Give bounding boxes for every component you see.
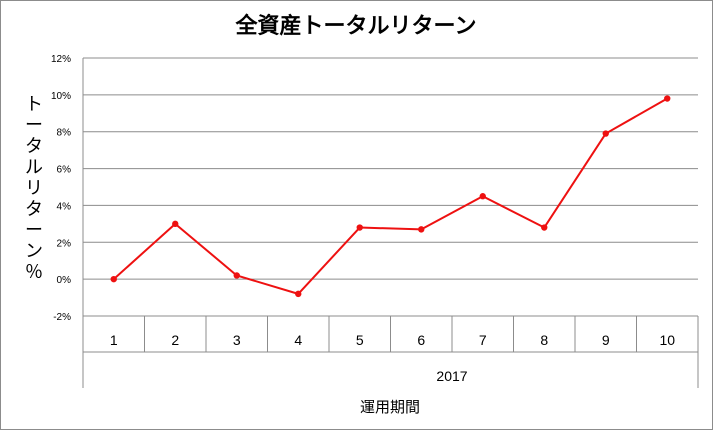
data-point <box>479 193 486 200</box>
gridlines <box>83 57 698 317</box>
y-tick-label: 6% <box>57 165 72 176</box>
data-point <box>295 290 302 298</box>
y-tick-label: 0% <box>57 275 72 286</box>
x-category-label: 8 <box>540 332 548 348</box>
y-axis-title: トータルリターン％ <box>25 94 43 283</box>
data-point <box>602 130 609 137</box>
chart-title: 全資産トータルリターン <box>235 13 477 39</box>
x-category-label: 6 <box>417 332 425 348</box>
y-axis-title-char: タ <box>25 199 43 220</box>
y-axis-title-char: リ <box>25 178 43 199</box>
x-axis-category-labels: 1 2 3 4 5 6 7 8 9 10 <box>110 332 675 348</box>
series-total-return <box>110 95 671 298</box>
x-category-label: 1 <box>110 332 118 348</box>
y-axis-title-char: ル <box>25 157 43 178</box>
y-axis-title-char: ー <box>25 220 43 241</box>
x-category-label: 10 <box>659 332 675 348</box>
data-point <box>172 220 179 228</box>
data-point <box>110 275 117 283</box>
x-axis <box>82 58 699 388</box>
y-axis-title-char: ン <box>25 241 43 262</box>
data-point <box>233 272 240 279</box>
y-tick-label: 8% <box>57 128 72 139</box>
data-point <box>664 95 671 102</box>
x-category-label: 3 <box>233 332 241 348</box>
x-category-label: 7 <box>479 332 487 348</box>
y-axis-title-char: ー <box>25 115 43 136</box>
y-tick-label: 4% <box>57 201 72 212</box>
data-point <box>541 224 548 231</box>
x-category-label: 9 <box>602 332 610 348</box>
x-category-label: 4 <box>294 332 302 348</box>
y-axis-title-char: ト <box>25 94 43 115</box>
y-tick-label: 12% <box>51 54 71 65</box>
y-axis-title-char: タ <box>25 136 43 157</box>
y-tick-label: -2% <box>53 312 71 323</box>
x-category-label: 5 <box>356 332 364 348</box>
data-point <box>356 224 363 231</box>
y-axis-tick-labels: -2% 0% 2% 4% 6% 8% 10% 12% <box>51 54 71 323</box>
x-axis-title: 運用期間 <box>360 398 420 416</box>
x-category-label: 2 <box>171 332 179 348</box>
series-line <box>113 97 668 295</box>
y-tick-label: 10% <box>51 91 71 102</box>
x-axis-group-label: 2017 <box>436 368 467 384</box>
y-axis-title-char: ％ <box>25 262 43 283</box>
data-point <box>418 226 425 233</box>
y-tick-label: 2% <box>57 238 72 249</box>
